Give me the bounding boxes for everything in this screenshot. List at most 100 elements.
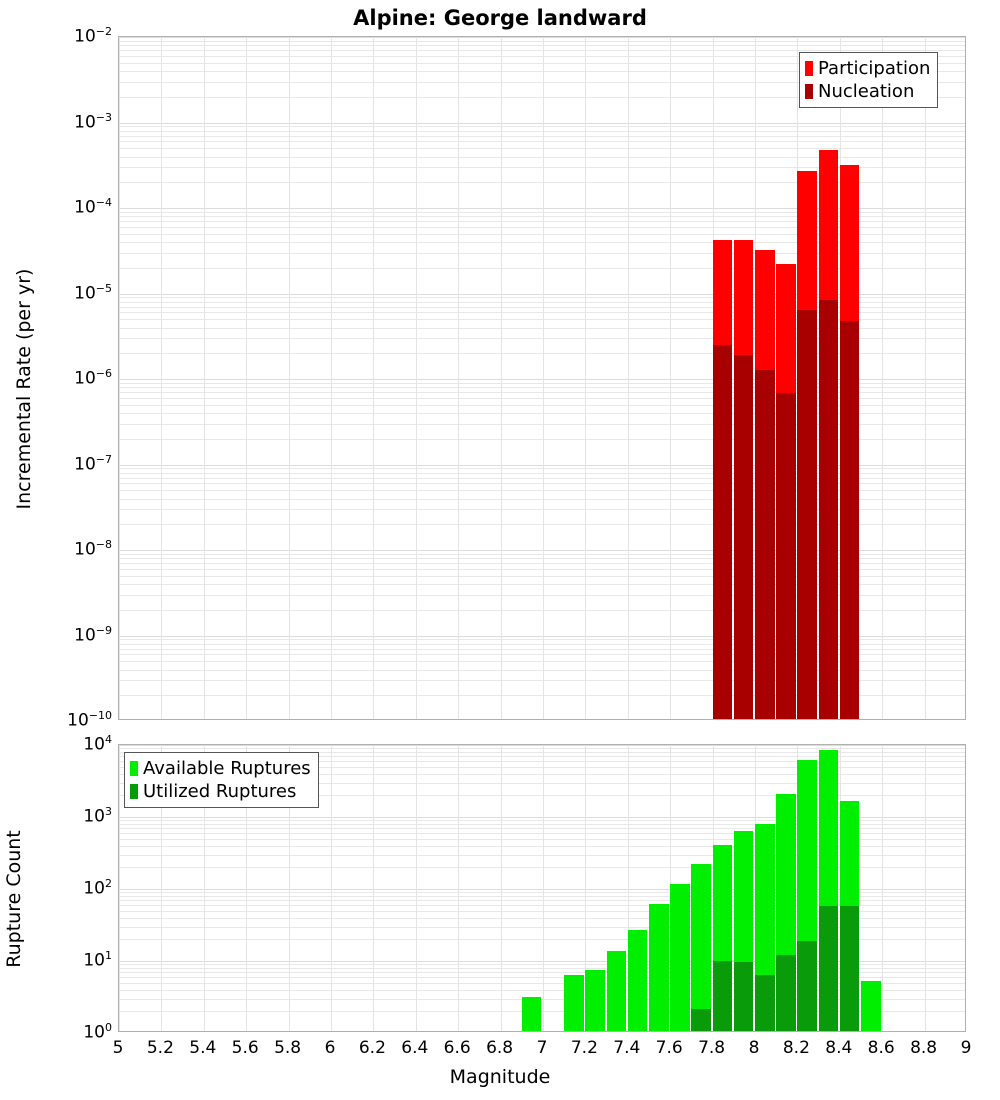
y-axis-tick-label: 10−9 [74, 623, 112, 646]
x-axis-tick-label: 8.6 [867, 1038, 895, 1058]
legend-item-nucleation: Nucleation [805, 80, 930, 103]
gridline-horizontal [119, 227, 965, 228]
gridline-horizontal [119, 234, 965, 235]
utilized-ruptures-swatch-icon [130, 784, 138, 799]
x-axis-tick-label: 7 [536, 1038, 548, 1058]
gridline-horizontal [119, 216, 965, 217]
legend-label-utilized-ruptures: Utilized Ruptures [143, 780, 297, 802]
gridline-horizontal [119, 748, 965, 749]
x-axis-tick-label: 8.4 [825, 1038, 853, 1058]
bar-available-ruptures [606, 950, 627, 1031]
x-axis-tick-label: 6.6 [443, 1038, 471, 1058]
gridline-vertical [246, 745, 247, 1031]
bar-nucleation [733, 355, 754, 719]
gridline-vertical [373, 745, 374, 1031]
bar-utilized-ruptures [797, 940, 818, 1031]
x-axis-tick-label: 5 [112, 1038, 124, 1058]
y-axis-tick-label: 10−5 [74, 281, 112, 304]
gridline-vertical [670, 37, 671, 719]
available-ruptures-swatch-icon [130, 761, 138, 776]
gridline-horizontal [119, 398, 965, 399]
gridline-horizontal [119, 141, 965, 142]
gridline-vertical [119, 745, 120, 1031]
gridline-vertical [543, 745, 544, 1031]
gridline-horizontal [119, 82, 965, 83]
gridline-vertical [882, 745, 883, 1031]
bar-available-ruptures [564, 974, 584, 1031]
gridline-vertical [543, 37, 544, 719]
gridline-horizontal [119, 990, 965, 991]
gridline-horizontal [119, 307, 965, 308]
gridline-horizontal [119, 639, 965, 640]
legend-item-participation: Participation [805, 57, 930, 80]
gridline-horizontal [119, 911, 965, 912]
x-axis-tick-label: 7.6 [655, 1038, 683, 1058]
legend-item-available-ruptures: Available Ruptures [130, 757, 311, 780]
gridline-vertical [161, 745, 162, 1031]
gridline-horizontal [119, 680, 965, 681]
gridline-vertical [416, 745, 417, 1031]
gridline-horizontal [119, 972, 965, 973]
gridline-horizontal [119, 828, 965, 829]
gridline-vertical [289, 745, 290, 1031]
page-title: Alpine: George landward [353, 6, 647, 30]
bar-available-ruptures [585, 970, 606, 1031]
y-axis-tick-label: 101 [83, 949, 112, 971]
gridline-vertical [628, 37, 629, 719]
x-axis-label: Magnitude [449, 1066, 551, 1088]
gridline-horizontal [119, 302, 965, 303]
gridline-horizontal [119, 126, 965, 127]
gridline-vertical [416, 37, 417, 719]
y-axis-tick-label: 102 [83, 877, 112, 899]
nucleation-swatch-icon [805, 84, 813, 99]
bar-utilized-ruptures [733, 962, 754, 1031]
x-axis-tick-label: 5.8 [274, 1038, 302, 1058]
gridline-horizontal [119, 576, 965, 577]
gridline-vertical [925, 745, 926, 1031]
legend-label-available-ruptures: Available Ruptures [143, 757, 311, 779]
gridline-horizontal [119, 774, 965, 775]
gridline-horizontal [119, 524, 965, 525]
bottom-plot-y-axis-label: Rupture Count [3, 830, 25, 968]
gridline-horizontal [119, 584, 965, 585]
bar-available-ruptures [627, 930, 648, 1031]
y-axis-tick-label: 10−6 [74, 367, 112, 389]
gridline-horizontal [119, 297, 965, 298]
bar-nucleation [797, 310, 818, 719]
gridline-horizontal [119, 478, 965, 479]
top-plot-y-axis: 10−2 10−3 10−4 10−5 10−6 10−7 10−8 10−9 10−10 [4, 26, 112, 729]
gridline-horizontal [119, 63, 965, 64]
top-plot-y-axis-label: Incremental Rate (per yr) [13, 268, 35, 510]
gridline-horizontal [119, 695, 965, 696]
bar-utilized-ruptures [839, 906, 860, 1031]
gridline-horizontal [119, 569, 965, 570]
gridline-horizontal [119, 353, 965, 354]
gridline-vertical [458, 37, 459, 719]
top-plot-legend: Participation Nucleation [799, 52, 939, 108]
gridline-horizontal [119, 661, 965, 662]
gridline-horizontal [119, 649, 965, 650]
x-axis-tick-label: 9 [960, 1038, 972, 1058]
gridline-horizontal [119, 50, 965, 51]
gridline-horizontal [119, 208, 965, 209]
gridline-horizontal [119, 756, 965, 757]
gridline-horizontal [119, 961, 965, 962]
gridline-horizontal [119, 855, 965, 856]
bar-utilized-ruptures [818, 906, 839, 1031]
gridline-horizontal [119, 465, 965, 466]
gridline-horizontal [119, 387, 965, 388]
bar-utilized-ruptures [691, 1009, 712, 1031]
gridline-horizontal [119, 968, 965, 969]
gridline-horizontal [119, 896, 965, 897]
gridline-horizontal [119, 319, 965, 320]
gridline-horizontal [119, 253, 965, 254]
gridline-horizontal [119, 328, 965, 329]
gridline-vertical [458, 745, 459, 1031]
gridline-horizontal [119, 312, 965, 313]
gridline-horizontal [119, 123, 965, 124]
y-axis-tick-label: 103 [83, 805, 112, 827]
x-axis-tick-label: 8.8 [910, 1038, 938, 1058]
legend-item-utilized-ruptures: Utilized Ruptures [130, 780, 311, 803]
gridline-vertical [501, 37, 502, 719]
